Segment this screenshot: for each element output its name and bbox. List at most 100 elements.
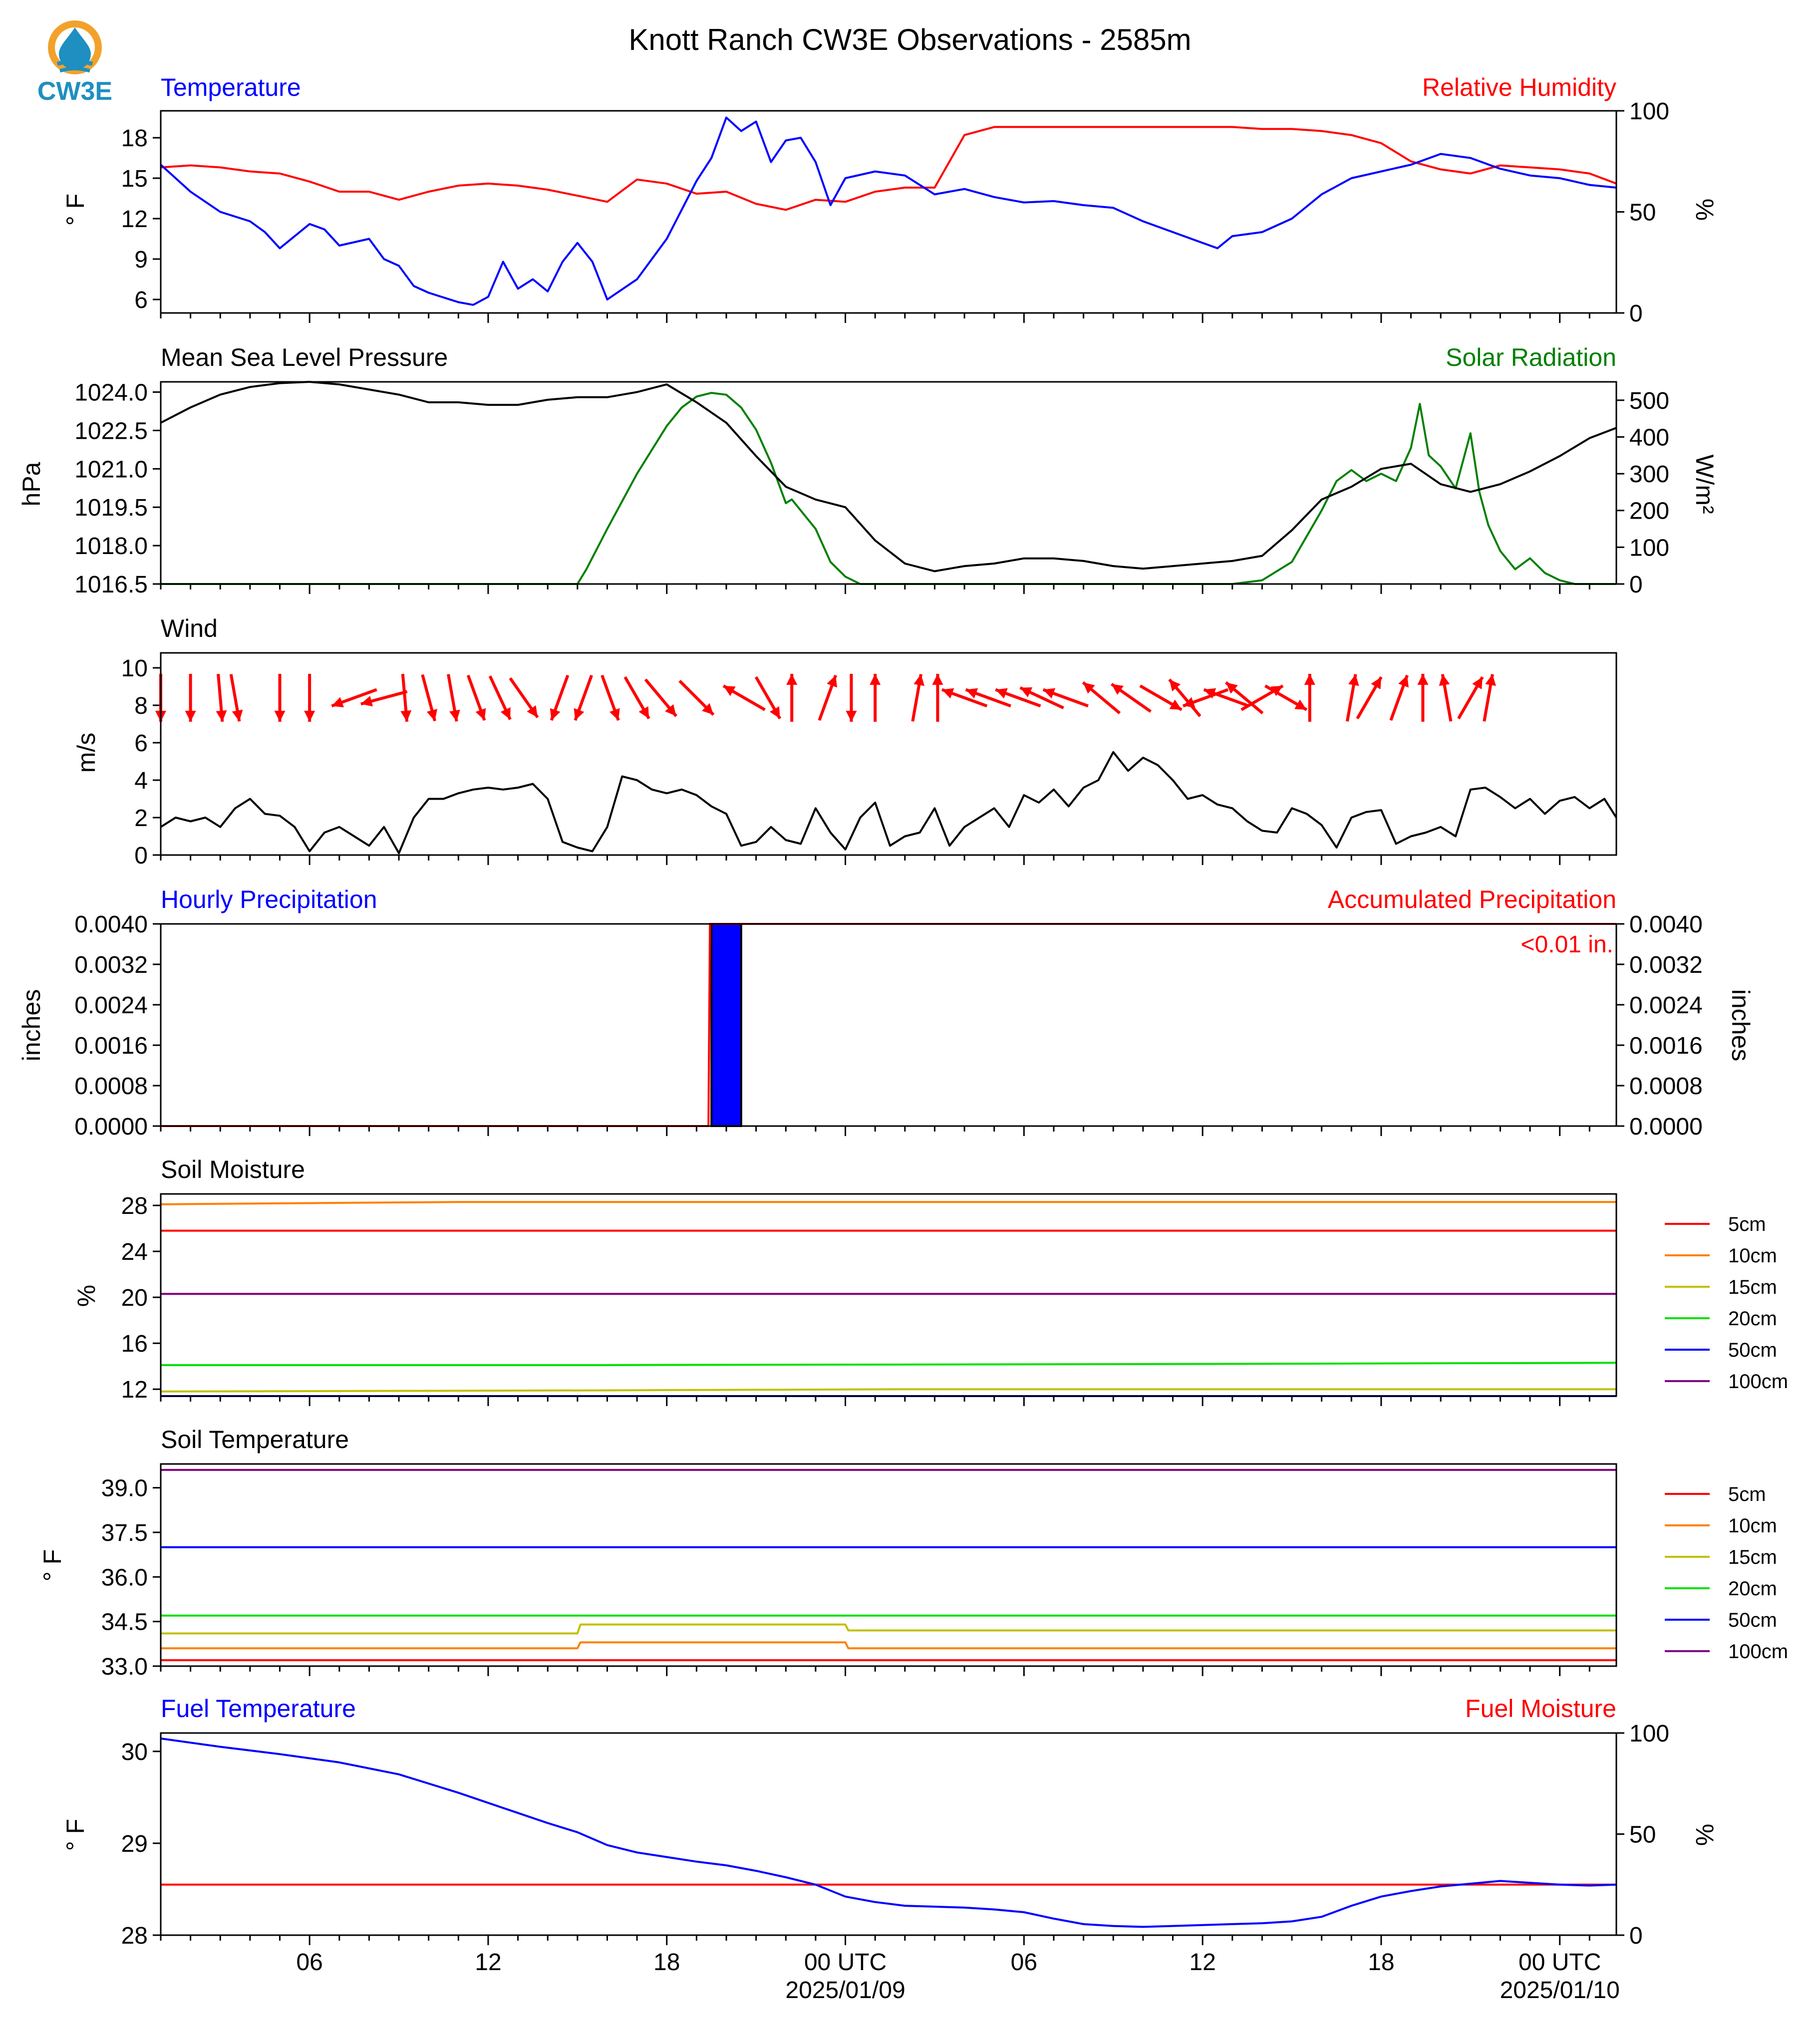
- series-soil-temperature-15cm: [161, 1623, 1616, 1635]
- wind-arrow-head: [527, 705, 538, 718]
- y2-tick-label-p4: 0.0008: [1629, 1073, 1703, 1100]
- panel2-plot: [160, 381, 1617, 585]
- panel2-ticks: 1016.5 1018.0 1019.5 1021.0 1022.5 1024.0 0 100…: [74, 380, 1669, 598]
- precip-bar: [710, 923, 742, 1127]
- y2-tick-label-p2: 500: [1629, 388, 1669, 414]
- wind-arrow-head: [1169, 679, 1181, 692]
- wind-arrow-head: [1371, 677, 1382, 689]
- panel-soil-moisture: Soil Moisture % 12 16 20 24 28 5cm 10cm 15cm 20…: [72, 1156, 1788, 1406]
- y-tick-label-p4: 0.0000: [74, 1114, 148, 1140]
- y2-tick-label-p2: 300: [1629, 461, 1669, 488]
- wind-arrow-head: [1111, 684, 1124, 695]
- wind-arrow-head: [500, 707, 511, 720]
- wind-arrow-head: [913, 674, 924, 686]
- y-tick-label-p5: 28: [121, 1193, 148, 1219]
- y-tick-label-p7: 29: [121, 1831, 148, 1857]
- y-tick-label-p2: 1019.5: [74, 495, 148, 521]
- y-tick-label-p6: 33.0: [101, 1654, 148, 1680]
- y2-axis-label-precip: inches: [1727, 989, 1755, 1062]
- panel-title-wind: Wind: [161, 614, 218, 642]
- y2-tick-label-p1: 100: [1629, 98, 1669, 125]
- y-tick-label-p4: 0.0016: [74, 1033, 148, 1059]
- wind-arrow-head: [1169, 699, 1182, 710]
- y-tick-label-p5: 20: [121, 1285, 148, 1311]
- panel2-frame: [160, 381, 1617, 585]
- y-tick-label-p1: 9: [134, 247, 148, 273]
- wind-arrow-head: [550, 708, 561, 721]
- y-axis-label-fuel-temperature: ° F: [61, 1819, 89, 1851]
- y-tick-label-p2: 1021.0: [74, 456, 148, 483]
- y2-tick-label-p4: 0.0016: [1629, 1033, 1703, 1059]
- wind-arrow-head: [846, 711, 857, 722]
- panel-title-relative-humidity: Relative Humidity: [1422, 73, 1616, 101]
- y-tick-label-p5: 16: [121, 1331, 148, 1357]
- panel-temperature-humidity: Temperature Relative Humidity ° F % 6 9 12…: [61, 73, 1719, 327]
- legend-label-20cm: 20cm: [1728, 1578, 1777, 1600]
- y2-tick-label-p7: 50: [1629, 1822, 1656, 1848]
- wind-arrow-head: [786, 674, 798, 685]
- y-tick-label-p1: 6: [134, 287, 148, 313]
- wind-arrow-head: [400, 710, 412, 722]
- wind-arrow-head: [1225, 682, 1238, 694]
- wind-arrow-head: [932, 674, 943, 685]
- panel-title-solar: Solar Radiation: [1446, 343, 1616, 371]
- series-soil-moisture-10cm: [160, 1201, 1616, 1205]
- cw3e-logo-icon: CW3E: [37, 20, 112, 106]
- y-tick-label-p1: 15: [121, 166, 148, 192]
- y-tick-label-p2: 1018.0: [74, 533, 148, 560]
- wind-arrow-head: [274, 711, 286, 722]
- wind-arrow-head: [1204, 688, 1216, 699]
- y-tick-label-p5: 24: [121, 1239, 148, 1265]
- wind-arrow-head: [185, 711, 196, 722]
- y-tick-label-p5: 12: [121, 1377, 148, 1403]
- wind-arrow-head: [827, 675, 837, 688]
- wind-arrow-head: [665, 704, 676, 716]
- y2-tick-label-p1: 0: [1629, 300, 1643, 327]
- wind-arrow-head: [1472, 677, 1483, 689]
- legend-label-20cm: 20cm: [1728, 1308, 1777, 1330]
- y-tick-label-p4: 0.0008: [74, 1073, 148, 1100]
- y-tick-label-p3: 8: [134, 693, 148, 719]
- panel1-plot: [160, 116, 1617, 306]
- series-soil-moisture-20cm: [161, 1362, 1617, 1366]
- panel6-ticks: 33.0 34.5 36.0 37.5 39.0: [101, 1475, 1590, 1680]
- panel3-plot: [155, 673, 1617, 855]
- panel6-frame: [160, 1463, 1617, 1667]
- x-tick-label: 12: [1189, 1949, 1215, 1976]
- y2-tick-label-p1: 50: [1629, 200, 1656, 226]
- panel-wind: Wind m/s 0 2 4 6 8 10: [72, 614, 1617, 869]
- y-tick-label-p3: 10: [121, 655, 148, 682]
- y2-tick-label-p2: 100: [1629, 535, 1669, 561]
- wind-arrow-head: [574, 708, 585, 721]
- wind-arrow-head: [232, 709, 243, 722]
- y-tick-label-p3: 6: [134, 730, 148, 757]
- panel-title-temperature: Temperature: [161, 73, 301, 101]
- panel-title-soil-temperature: Soil Temperature: [161, 1426, 349, 1453]
- legend-label-100cm: 100cm: [1728, 1641, 1788, 1663]
- series-relative-humidity: [160, 126, 1617, 211]
- y2-axis-label-fuel-moisture: %: [1691, 1824, 1719, 1846]
- x-tick-label: 18: [653, 1949, 680, 1976]
- wind-arrow-head: [701, 703, 714, 715]
- panel-fuel: Fuel Temperature Fuel Moisture ° F % 282…: [61, 1695, 1719, 2004]
- y2-axis-label-solar: W/m²: [1691, 454, 1719, 514]
- series-temperature: [160, 116, 1617, 306]
- y2-axis-label-humidity: %: [1691, 199, 1719, 221]
- y-tick-label-p3: 0: [134, 843, 148, 869]
- y2-tick-label-p7: 100: [1629, 1721, 1669, 1747]
- y-tick-label-p7: 30: [121, 1739, 148, 1765]
- series-pressure: [160, 381, 1617, 573]
- wind-arrow-head: [965, 688, 978, 699]
- logo-text: CW3E: [37, 77, 112, 106]
- legend-label-10cm: 10cm: [1728, 1515, 1777, 1537]
- panel4-frame: [160, 923, 1617, 1127]
- wind-arrow-head: [1294, 699, 1307, 710]
- figure-title: Knott Ranch CW3E Observations - 2585m: [628, 23, 1191, 56]
- panel7-plot: [160, 1738, 1617, 1928]
- panel7-ticks: 28 29 30 0 50 100: [121, 1721, 1669, 1949]
- wind-arrow-head: [723, 686, 736, 696]
- panel6-plot: [161, 1468, 1616, 1662]
- panel-title-fuel-temperature: Fuel Temperature: [161, 1695, 356, 1723]
